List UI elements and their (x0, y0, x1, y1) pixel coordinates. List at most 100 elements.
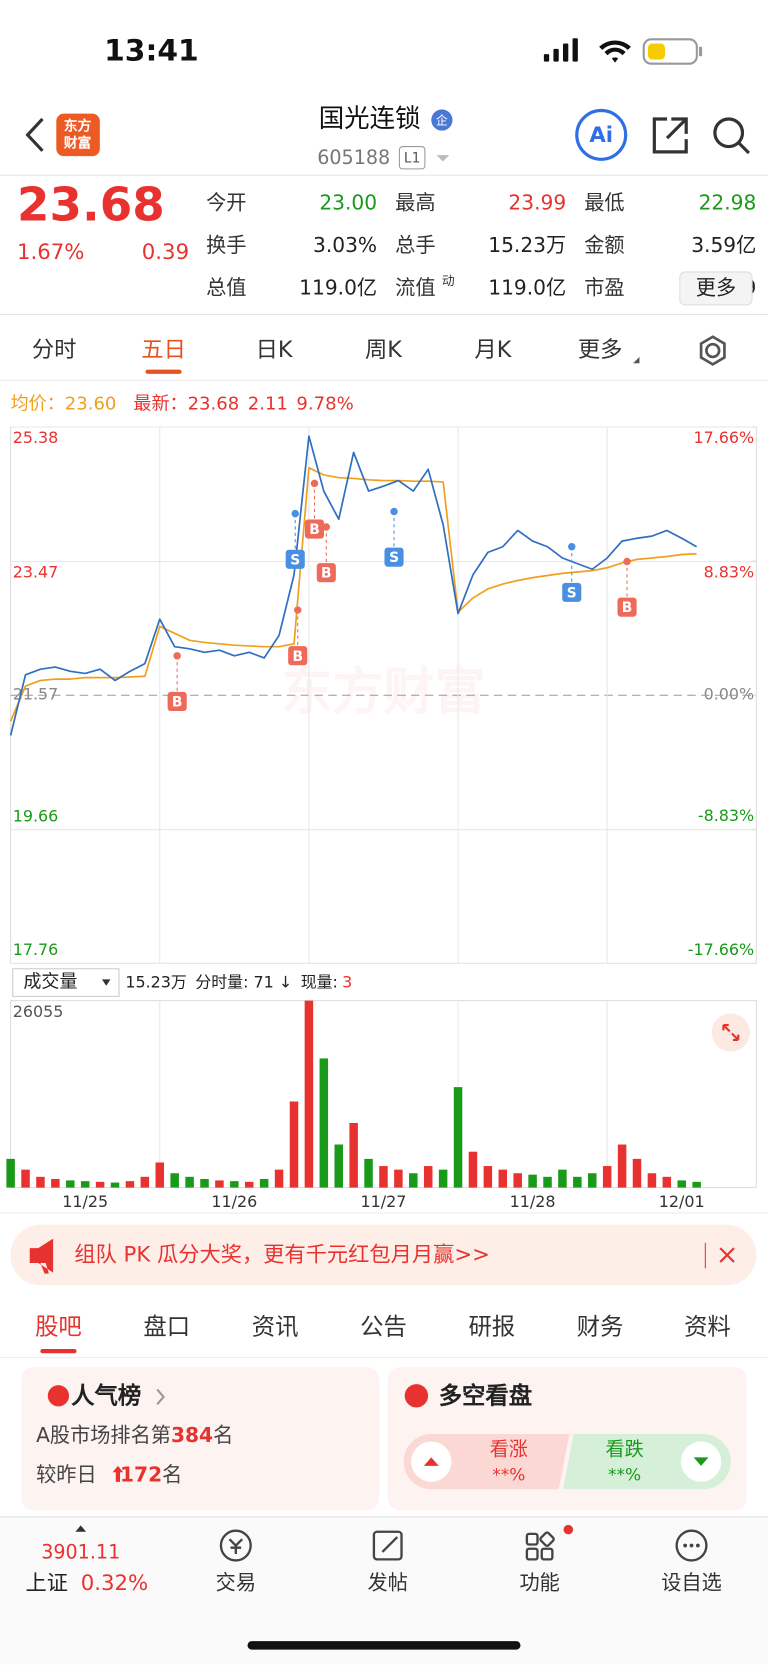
y-tick-label: 23.47 (13, 563, 59, 582)
ai-button[interactable] (575, 108, 628, 161)
tab[interactable]: 月K (474, 337, 512, 363)
index-change[interactable]: 0.32% (81, 1571, 148, 1596)
more-label: 更多 (696, 275, 736, 299)
series-line (9, 435, 698, 736)
volume-bar (95, 1181, 105, 1188)
annotation-badge[interactable] (562, 582, 582, 602)
volume-bar (36, 1176, 45, 1188)
tick-volume: 分时量: 71 ↓ (195, 972, 292, 991)
annotation-label: S (389, 550, 399, 566)
bull-value: **% (492, 1465, 525, 1485)
notification-dot (563, 1524, 574, 1535)
banner-close[interactable] (719, 1247, 735, 1263)
selector-caret (101, 979, 111, 986)
tab[interactable]: 更多 (578, 337, 623, 363)
bottom-nav (0, 1516, 768, 1665)
sub-tab[interactable]: 股吧 (35, 1312, 82, 1340)
annotation-label: S (567, 585, 577, 601)
annotation-badge[interactable] (285, 549, 305, 569)
volume-bar (274, 1169, 284, 1188)
stat-label: 今开 (206, 190, 246, 214)
bull-arrow (423, 1457, 439, 1466)
level-box[interactable] (398, 146, 426, 170)
latest-change: 2.11 (248, 394, 288, 415)
volume-bar (662, 1176, 672, 1188)
index-value[interactable]: 3901.11 (41, 1540, 120, 1563)
stat-value: 3.03% (313, 233, 377, 257)
sub-tabs: 股吧 盘口 资讯 公告 研报 财务 资料 (35, 1312, 731, 1354)
search-button[interactable] (713, 117, 751, 155)
latest-value: 23.68 (188, 394, 240, 415)
sub-tab[interactable]: 研报 (468, 1312, 515, 1340)
annotation-point (390, 507, 398, 516)
annotation-badge[interactable] (384, 547, 404, 567)
annotation-badge[interactable] (167, 691, 187, 712)
annotation-label: B (309, 522, 320, 538)
stat-value: 3.59亿 (691, 233, 756, 257)
stat-label: 最高 (395, 190, 435, 214)
change-prefix: 较昨日 (36, 1462, 97, 1486)
rank: 384 (171, 1423, 213, 1447)
share-button[interactable] (652, 117, 688, 154)
annotation-label: B (321, 566, 332, 582)
volume-selector[interactable] (12, 968, 120, 997)
sub-tab[interactable]: 财务 (577, 1312, 624, 1340)
volume-bar (394, 1169, 403, 1188)
change-suffix: 名 (162, 1462, 182, 1486)
annotation-label: B (172, 695, 183, 711)
back-button[interactable] (25, 117, 44, 152)
volume-bar (289, 1101, 299, 1188)
annotation-badge[interactable] (316, 563, 336, 583)
volume-bar (513, 1173, 522, 1188)
avg-label: 均价： (11, 394, 65, 415)
tab[interactable]: 分时 (32, 337, 77, 363)
volume-bar (617, 1144, 627, 1188)
popularity-card[interactable] (21, 1367, 380, 1511)
annotation-point (568, 542, 576, 551)
annotation-badge[interactable] (617, 597, 637, 617)
nav-icons (219, 1529, 708, 1562)
volume-bar (498, 1169, 508, 1188)
volume-bar (21, 1169, 30, 1188)
settings-button[interactable] (699, 335, 726, 366)
nav-label[interactable]: 发帖 (368, 1570, 408, 1594)
annotation-badge[interactable] (288, 646, 308, 666)
sub-tab[interactable]: 公告 (360, 1312, 407, 1340)
status-icons (543, 38, 703, 65)
sub-tab[interactable]: 资料 (684, 1312, 731, 1340)
change-line: 较昨日 172名 (36, 1462, 182, 1486)
more-button[interactable] (679, 271, 753, 306)
stats: 今开 23.00 最高 23.99 最低 22.98 换手 3.03% 总手 15.23万 金额 3.… (206, 190, 756, 299)
sub-tab[interactable]: 资讯 (252, 1312, 299, 1340)
volume-bar (573, 1176, 582, 1188)
tab[interactable]: 五日 (141, 337, 186, 363)
watermark: 东方财富 (282, 663, 486, 722)
y2-tick-label: 8.83% (704, 562, 755, 581)
volume-bar (200, 1178, 209, 1188)
sub-tab[interactable]: 盘口 (143, 1312, 190, 1340)
expand-button[interactable] (711, 1013, 750, 1052)
index-name[interactable]: 上证 (25, 1571, 67, 1596)
annotation-badge[interactable] (304, 519, 325, 539)
volume-selector-label: 成交量 (23, 972, 77, 993)
banner-text: 组队 PK 瓜分大奖，更有千元红包月月赢>> (74, 1243, 490, 1268)
nav-label[interactable]: 设自选 (661, 1570, 722, 1594)
tab[interactable]: 日K (256, 337, 294, 363)
nav-label[interactable]: 功能 (519, 1570, 559, 1594)
logo[interactable] (56, 113, 100, 157)
volume-bar (453, 1087, 463, 1188)
stat-label: 最低 (584, 190, 624, 214)
tab[interactable]: 周K (365, 337, 403, 363)
volume-bar (543, 1176, 552, 1188)
stat-label: 流值 (395, 275, 435, 299)
current-label: 现量: (301, 972, 338, 991)
nav-label[interactable]: 交易 (216, 1570, 256, 1594)
annotation-point (322, 523, 331, 531)
volume-bar (319, 1058, 329, 1188)
up-arrow (112, 1465, 124, 1482)
sentiment-title: 多空看盘 (439, 1381, 532, 1409)
banner[interactable] (10, 1224, 757, 1286)
annotation-point (293, 606, 302, 614)
